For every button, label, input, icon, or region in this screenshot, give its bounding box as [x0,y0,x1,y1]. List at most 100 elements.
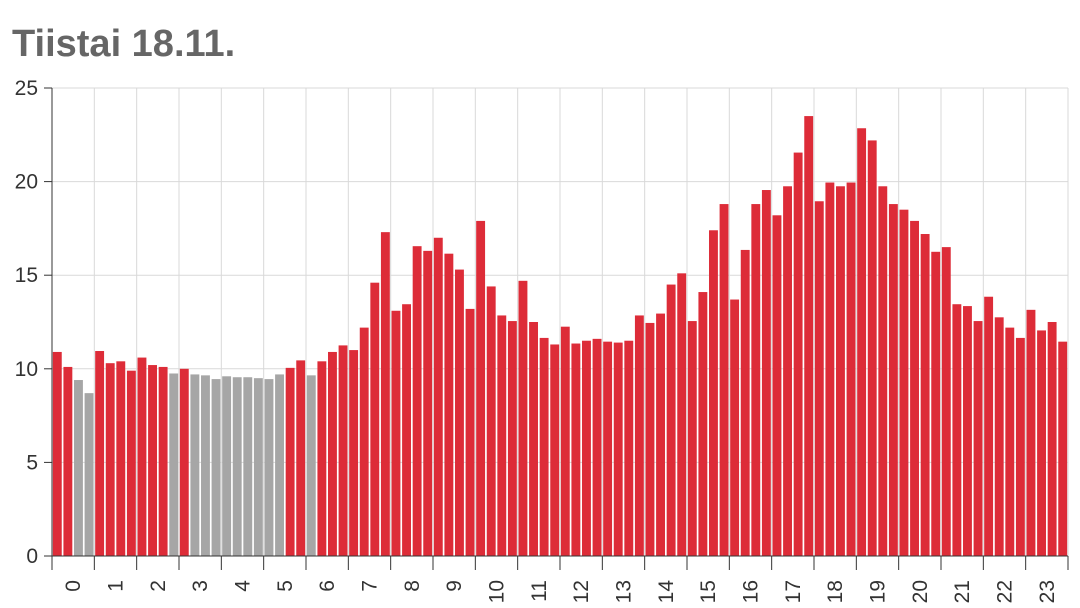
bar [507,321,517,556]
bar [952,304,962,556]
bar [592,338,602,556]
bar [867,140,877,556]
bar [582,340,591,556]
bar [941,247,951,556]
bar [698,292,708,556]
bar [243,377,253,556]
bar [201,375,210,556]
bar [253,378,263,556]
bar [624,340,634,556]
chart-title: Tiistai 18.11. [12,23,236,65]
x-tick-label: 0 [62,580,85,592]
bar [730,299,740,556]
bar [550,344,560,556]
bar [74,380,83,556]
bar [973,321,983,556]
bar [613,342,623,556]
x-tick-label: 21 [951,580,974,603]
bar [836,186,845,556]
bar [846,182,856,556]
bar [994,317,1004,556]
bar [920,234,930,557]
bar [677,273,687,556]
bar [455,269,464,556]
bar [222,376,232,556]
bar [338,345,348,556]
bar [370,282,380,556]
bar [433,237,443,556]
y-tick-label: 5 [26,451,38,474]
bar [984,296,994,556]
x-tick-label: 10 [486,580,509,603]
x-tick-label: 11 [528,580,551,602]
bar [645,322,655,556]
bar [179,368,189,556]
bar [1026,309,1036,556]
bar [888,204,898,556]
bar [328,351,337,556]
grid-lines [52,87,1069,557]
x-tick-labels: 0 1 2 3 4 5 6 7 8 9 10 11 12 13 14 15 16 17 18 19 20 21 22 23 [62,580,1059,604]
x-tick-label: 12 [570,580,593,603]
bar [783,186,792,556]
x-tick-label: 18 [824,580,847,603]
bar [963,306,972,556]
bar [285,367,295,556]
bar [656,313,665,556]
bar [317,361,327,556]
x-tick-label: 13 [613,580,636,603]
bar [264,379,274,556]
bar [148,365,157,556]
bar [687,321,697,556]
x-tick-label: 14 [655,580,678,604]
x-tick-label: 7 [359,580,382,592]
bar [391,310,401,556]
bar [158,366,168,556]
bar [825,182,835,556]
bar [740,249,750,557]
bar [1005,327,1015,556]
bar [105,363,115,556]
bar [878,186,888,556]
x-tick-label: 3 [189,580,212,592]
bar [84,393,94,556]
x-tick-label: 23 [1036,580,1059,603]
bar [1047,322,1057,556]
bar [857,128,867,557]
bar [751,204,761,556]
bar [63,366,73,556]
bar [359,327,369,556]
bar [899,209,909,556]
bar [126,370,136,556]
bar [719,204,729,556]
x-tick-label: 1 [105,580,128,592]
bar [518,280,528,556]
x-tick-label: 8 [401,580,424,592]
y-tick-label: 0 [26,545,38,568]
bar [486,286,496,556]
bar [190,374,200,556]
bar [634,315,644,556]
bar [793,152,803,557]
x-tick-label: 5 [274,580,297,592]
bar [1037,330,1046,556]
bar [465,308,475,556]
bar [380,232,390,557]
y-tick-label: 15 [15,264,38,287]
x-tick-label: 20 [909,580,932,603]
y-tick-labels: 0 5 10 15 20 25 [15,77,38,568]
bar [412,246,422,556]
y-tick-label: 20 [15,171,38,194]
x-tick-label: 19 [867,580,890,603]
bar [603,341,613,556]
bar [52,351,62,556]
bar [349,350,359,556]
bar [444,253,454,556]
bar [910,220,919,557]
axes [44,87,1069,570]
bar [539,337,549,556]
bar [95,351,105,556]
bar [211,379,221,556]
bar [666,284,676,556]
